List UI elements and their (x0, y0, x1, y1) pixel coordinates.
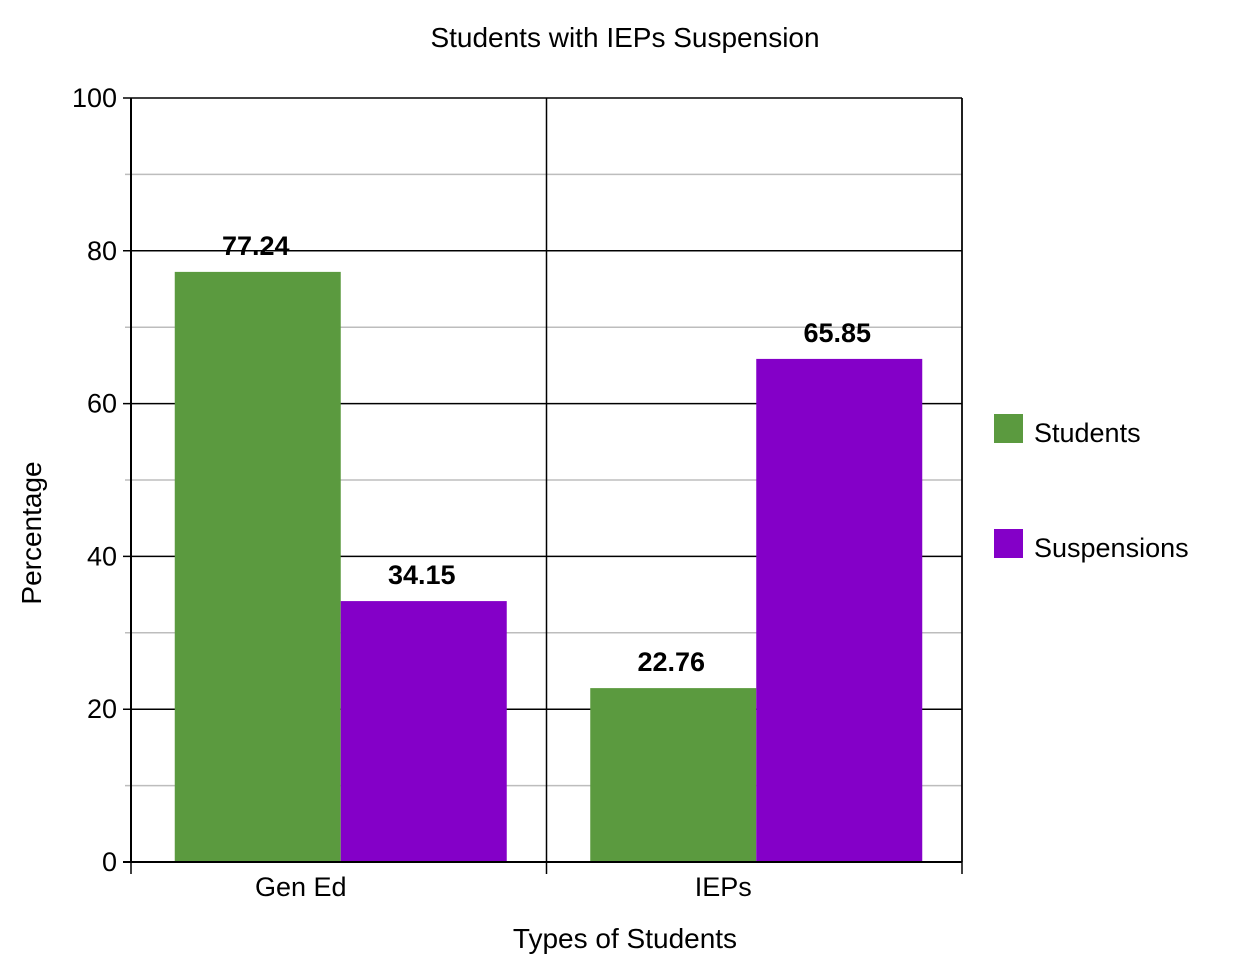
y-tick-label: 100 (72, 83, 117, 113)
axis-layer (123, 98, 963, 874)
legend: Students Suspensions (994, 414, 1189, 563)
legend-swatch-suspensions (994, 529, 1023, 558)
bar-suspensions-0 (340, 601, 507, 862)
bar-suspensions-1 (756, 358, 923, 862)
legend-label-suspensions: Suspensions (1034, 533, 1189, 563)
bar-layer (174, 271, 923, 862)
x-tick-label: Gen Ed (255, 872, 347, 902)
x-tick-label: IEPs (695, 872, 752, 902)
bar-students-1 (590, 688, 757, 862)
chart-title: Students with IEPs Suspension (430, 22, 819, 53)
legend-swatch-students (994, 414, 1023, 443)
data-label: 77.24 (222, 231, 290, 261)
y-tick-label: 0 (102, 847, 117, 877)
y-axis-title: Percentage (16, 461, 47, 604)
data-label: 34.15 (388, 560, 456, 590)
data-label: 22.76 (637, 647, 705, 677)
y-tick-label: 40 (87, 541, 117, 571)
y-tick-label: 80 (87, 236, 117, 266)
bar-students-0 (174, 271, 341, 862)
label-layer: 0 20 40 60 80 100 77.24 34.15 Gen Ed 22.76 65.85 IE… (72, 83, 871, 902)
x-axis-title: Types of Students (513, 923, 737, 954)
data-label: 65.85 (803, 318, 871, 348)
y-tick-label: 60 (87, 389, 117, 419)
legend-label-students: Students (1034, 418, 1141, 448)
y-tick-label: 20 (87, 694, 117, 724)
